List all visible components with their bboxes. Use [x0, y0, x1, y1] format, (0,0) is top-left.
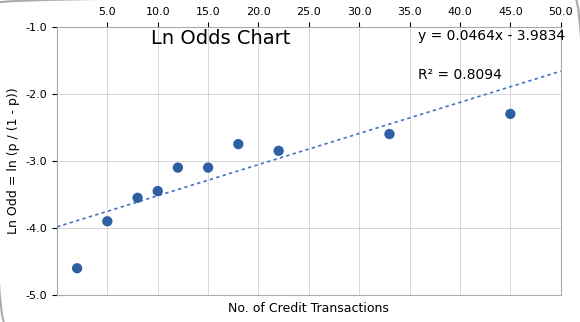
Y-axis label: Ln Odd = ln (p / (1 - p)): Ln Odd = ln (p / (1 - p)) [7, 88, 20, 234]
Point [72, 266, 82, 271]
Point [204, 165, 213, 170]
Point [103, 219, 112, 224]
Point [153, 188, 162, 194]
Point [234, 142, 243, 147]
Point [133, 195, 142, 200]
Point [173, 165, 183, 170]
X-axis label: No. of Credit Transactions: No. of Credit Transactions [229, 302, 389, 315]
Point [385, 131, 394, 137]
Point [506, 111, 515, 117]
Text: y = 0.0464x - 3.9834: y = 0.0464x - 3.9834 [418, 29, 565, 43]
Point [274, 148, 283, 153]
Text: Ln Odds Chart: Ln Odds Chart [151, 29, 290, 48]
Text: R² = 0.8094: R² = 0.8094 [418, 68, 502, 81]
